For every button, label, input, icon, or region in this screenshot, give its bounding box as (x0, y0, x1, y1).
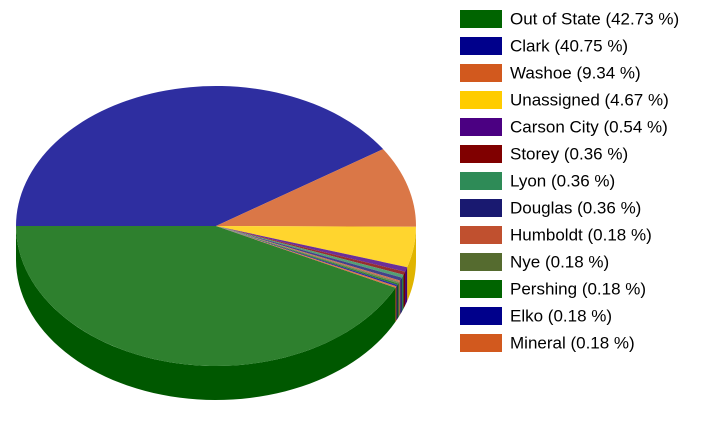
legend-label: Out of State (42.73 %) (510, 9, 679, 28)
legend-label: Humboldt (0.18 %) (510, 225, 652, 244)
pie-slice (216, 226, 400, 284)
pie-tops (16, 86, 417, 366)
pie-slice (16, 86, 384, 226)
pie-sides (16, 226, 416, 400)
legend-label: Clark (40.75 %) (510, 36, 628, 55)
legend-label: Unassigned (4.67 %) (510, 90, 669, 109)
pie-side (403, 271, 406, 309)
pie-slice (216, 226, 406, 275)
pie-side (400, 277, 402, 315)
legend-swatch (460, 118, 502, 136)
legend-swatch (460, 91, 502, 109)
legend-label: Storey (0.36 %) (510, 144, 628, 163)
pie-side (399, 280, 401, 317)
legend-label: Elko (0.18 %) (510, 306, 612, 325)
pie-slice (16, 226, 396, 366)
legend-swatch (460, 334, 502, 352)
pie-slice (216, 226, 401, 283)
legend-swatch (460, 64, 502, 82)
pie-slice (216, 149, 417, 227)
legend-label: Carson City (0.54 %) (510, 117, 668, 136)
pie-slice (216, 226, 408, 272)
legend-swatch (460, 280, 502, 298)
pie-side (395, 286, 397, 322)
pie-side (397, 283, 399, 319)
pie-slice (216, 226, 402, 281)
pie-side (407, 226, 416, 302)
legend-swatch (460, 10, 502, 28)
pie-side (16, 226, 396, 400)
pie-slice (216, 226, 399, 285)
legend-label: Pershing (0.18 %) (510, 279, 646, 298)
legend-label: Douglas (0.36 %) (510, 198, 641, 217)
pie-slice (216, 226, 416, 268)
legend-swatch (460, 199, 502, 217)
legend-swatch (460, 226, 502, 244)
pie-slice (216, 226, 397, 288)
legend: Out of State (42.73 %) Clark (40.75 %) Was… (460, 9, 679, 352)
legend-label: Nye (0.18 %) (510, 252, 609, 271)
pie-side (401, 274, 404, 312)
pie-slice (216, 226, 398, 287)
legend-swatch (460, 253, 502, 271)
legend-swatch (460, 172, 502, 190)
pie-side (405, 267, 408, 306)
legend-label: Washoe (9.34 %) (510, 63, 641, 82)
pie-slice (216, 226, 404, 278)
pie-side (398, 282, 400, 318)
legend-label: Mineral (0.18 %) (510, 333, 635, 352)
legend-label: Lyon (0.36 %) (510, 171, 615, 190)
legend-swatch (460, 307, 502, 325)
legend-swatch (460, 37, 502, 55)
legend-swatch (460, 145, 502, 163)
pie-side (396, 284, 398, 321)
